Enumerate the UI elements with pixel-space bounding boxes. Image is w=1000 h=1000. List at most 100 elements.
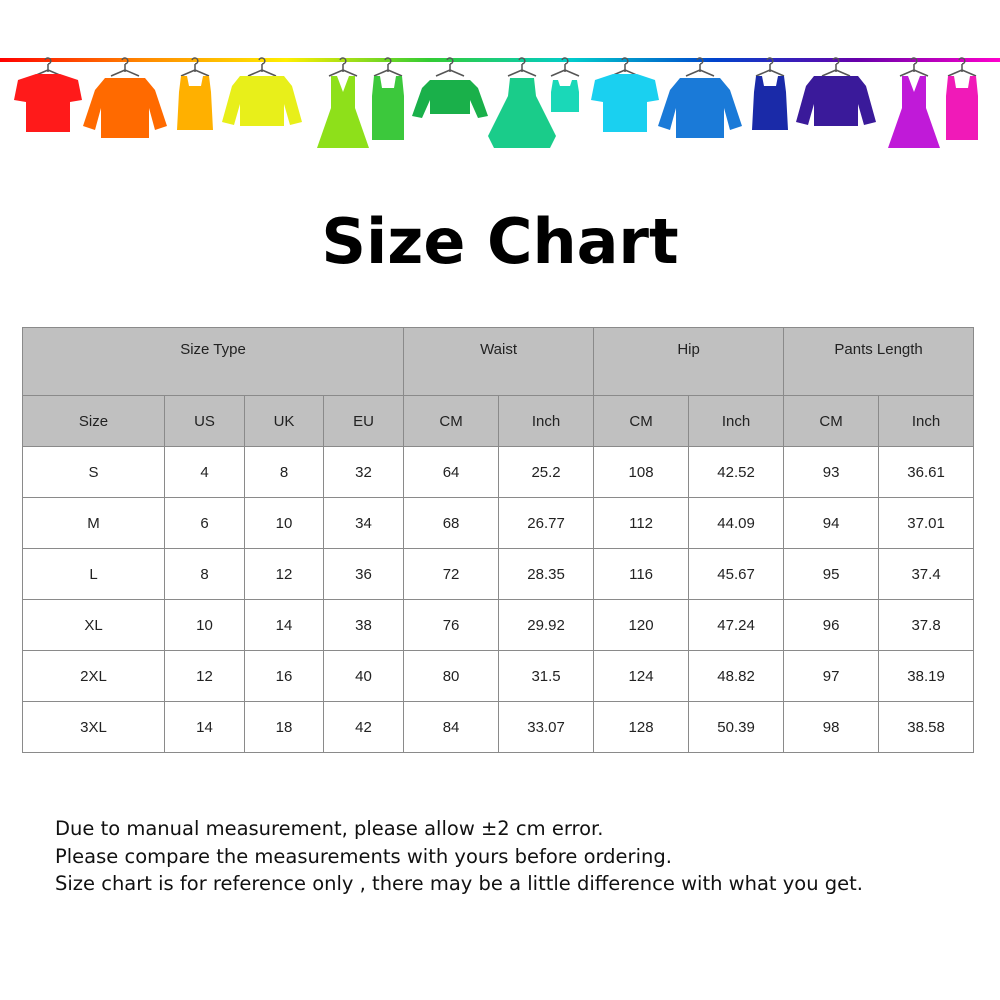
group-header-cell: Waist xyxy=(403,327,595,396)
table-cell: 12 xyxy=(164,650,245,702)
table-cell: 18 xyxy=(244,701,324,753)
sub-header-cell: UK xyxy=(244,395,324,447)
note-line: Size chart is for reference only , there… xyxy=(55,872,863,895)
table-cell: 36 xyxy=(322,548,405,600)
table-cell: 10 xyxy=(164,599,245,651)
table-cell: 3XL xyxy=(22,701,165,753)
tank-icon xyxy=(177,57,213,130)
table-cell: 84 xyxy=(403,701,500,753)
table-cell: S xyxy=(22,446,165,498)
table-cell: 25.2 xyxy=(498,446,595,498)
table-cell: 6 xyxy=(164,497,245,549)
table-cell: 32 xyxy=(322,446,405,498)
page-title: Size Chart xyxy=(321,205,679,278)
dress-icon xyxy=(888,57,940,148)
table-cell: 112 xyxy=(593,497,690,549)
table-cell: 42.52 xyxy=(688,446,785,498)
table-cell: 28.35 xyxy=(498,548,595,600)
table-cell: 64 xyxy=(403,446,500,498)
table-cell: 47.24 xyxy=(688,599,785,651)
table-cell: 38.58 xyxy=(878,701,975,753)
sub-header-cell: CM xyxy=(783,395,880,447)
table-cell: 14 xyxy=(244,599,324,651)
group-header-cell: Pants Length xyxy=(783,327,975,396)
table-cell: 72 xyxy=(403,548,500,600)
table-row: M 6 10 34 68 26.77 112 44.09 94 37.01 xyxy=(22,497,975,549)
table-cell: 94 xyxy=(783,497,880,549)
shirt-icon xyxy=(658,57,742,138)
tshirt-icon xyxy=(591,57,659,132)
size-chart-table: Size Type Waist Hip Pants Length Size US UK EU C… xyxy=(21,327,975,753)
table-cell: 44.09 xyxy=(688,497,785,549)
tank-belt-icon xyxy=(372,57,404,140)
tank-icon xyxy=(752,57,788,130)
table-cell: M xyxy=(22,497,165,549)
sub-header-cell: Inch xyxy=(878,395,975,447)
group-header-cell: Hip xyxy=(593,327,785,396)
table-cell: 16 xyxy=(244,650,324,702)
sub-header-cell: Size xyxy=(22,395,165,447)
sub-header-cell: EU xyxy=(322,395,405,447)
table-row: XL 10 14 38 76 29.92 120 47.24 96 37.8 xyxy=(22,599,975,651)
shirt-icon xyxy=(83,57,167,138)
sub-header-row: Size US UK EU CM Inch CM Inch CM Inch xyxy=(22,395,975,447)
sub-header-cell: Inch xyxy=(498,395,595,447)
table-cell: 95 xyxy=(783,548,880,600)
table-cell: 45.67 xyxy=(688,548,785,600)
table-cell: 26.77 xyxy=(498,497,595,549)
note-line: Due to manual measurement, please allow … xyxy=(55,817,604,840)
sweater-icon xyxy=(412,57,488,118)
table-cell: 40 xyxy=(322,650,405,702)
clothes-banner-icon xyxy=(0,57,1000,148)
tank-small-icon xyxy=(550,57,580,112)
table-cell: 68 xyxy=(403,497,500,549)
cardigan-icon xyxy=(796,57,876,126)
sub-header-cell: Inch xyxy=(688,395,785,447)
table-cell: 38.19 xyxy=(878,650,975,702)
table-cell: 14 xyxy=(164,701,245,753)
table-cell: 37.4 xyxy=(878,548,975,600)
notes: Due to manual measurement, please allow … xyxy=(55,815,863,898)
table-cell: 80 xyxy=(403,650,500,702)
table-cell: XL xyxy=(22,599,165,651)
cardigan-icon xyxy=(222,57,302,126)
table-cell: 98 xyxy=(783,701,880,753)
table-cell: 93 xyxy=(783,446,880,498)
tshirt-icon xyxy=(14,57,82,132)
table-cell: 8 xyxy=(244,446,324,498)
group-header-cell: Size Type xyxy=(21,327,405,396)
table-cell: 33.07 xyxy=(498,701,595,753)
table-cell: 96 xyxy=(783,599,880,651)
sub-header-cell: CM xyxy=(403,395,500,447)
table-cell: 108 xyxy=(593,446,690,498)
tank-belt-icon xyxy=(946,57,978,140)
rail xyxy=(0,58,1000,62)
table-cell: 76 xyxy=(403,599,500,651)
table-cell: 97 xyxy=(783,650,880,702)
table-cell: 12 xyxy=(244,548,324,600)
table-cell: 34 xyxy=(322,497,405,549)
table-row: 2XL 12 16 40 80 31.5 124 48.82 97 38.19 xyxy=(22,650,975,702)
table-cell: 50.39 xyxy=(688,701,785,753)
table-cell: 48.82 xyxy=(688,650,785,702)
group-header-row: Size Type Waist Hip Pants Length xyxy=(21,327,975,396)
table-cell: 38 xyxy=(322,599,405,651)
sub-header-cell: CM xyxy=(593,395,690,447)
table-cell: 31.5 xyxy=(498,650,595,702)
table-row: 3XL 14 18 42 84 33.07 128 50.39 98 38.58 xyxy=(22,701,975,753)
table-cell: 8 xyxy=(164,548,245,600)
table-cell: 120 xyxy=(593,599,690,651)
table-row: L 8 12 36 72 28.35 116 45.67 95 37.4 xyxy=(22,548,975,600)
table-cell: 36.61 xyxy=(878,446,975,498)
table-cell: 37.01 xyxy=(878,497,975,549)
table-cell: 116 xyxy=(593,548,690,600)
dress-icon xyxy=(317,57,369,148)
table-cell: 29.92 xyxy=(498,599,595,651)
table-cell: 37.8 xyxy=(878,599,975,651)
table-cell: 128 xyxy=(593,701,690,753)
table-cell: 10 xyxy=(244,497,324,549)
sub-header-cell: US xyxy=(164,395,245,447)
table-row: S 4 8 32 64 25.2 108 42.52 93 36.61 xyxy=(22,446,975,498)
note-line: Please compare the measurements with you… xyxy=(55,844,672,868)
dress-big-icon xyxy=(488,57,556,148)
